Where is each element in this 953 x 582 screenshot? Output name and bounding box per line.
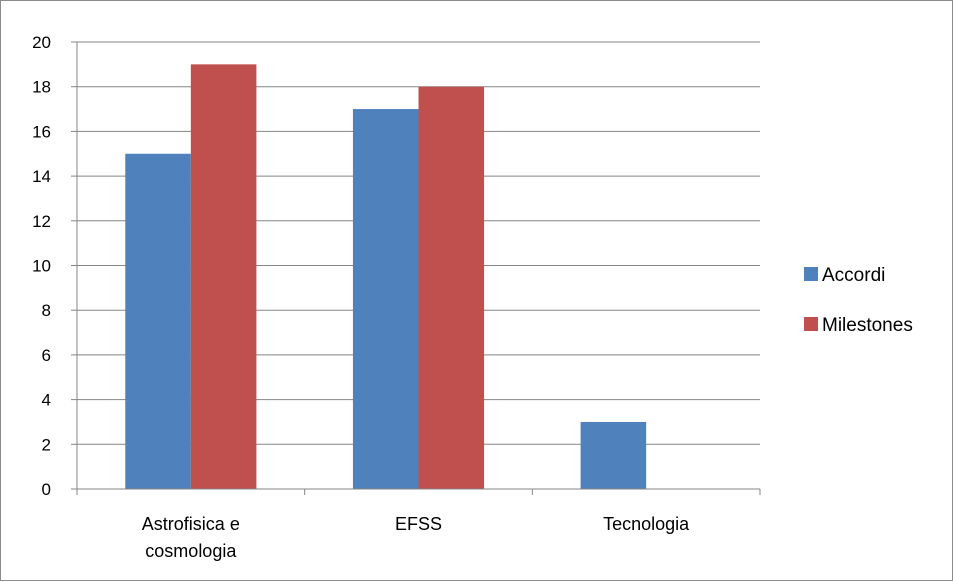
legend-swatch-accordi [804, 267, 818, 281]
x-tick-label: Tecnologia [603, 514, 690, 534]
x-tick-label: cosmologia [145, 541, 237, 561]
legend: Accordi Milestones [804, 265, 913, 336]
y-tick-label: 4 [42, 391, 51, 410]
y-tick-label: 14 [32, 167, 51, 186]
bar-milestones-2 [418, 86, 485, 489]
bar-accordi-3 [580, 421, 647, 489]
y-tick-label: 20 [32, 33, 51, 52]
bar-accordi-2 [352, 109, 419, 490]
bar-milestones-1 [190, 64, 257, 489]
x-tick-label: Astrofisica e [142, 514, 240, 534]
bar-accordi-1 [125, 153, 191, 489]
y-tick-label: 8 [42, 301, 51, 320]
y-tick-label: 2 [42, 435, 51, 454]
legend-label-accordi: Accordi [822, 265, 885, 286]
y-tick-label: 16 [32, 122, 51, 141]
legend-swatch-milestones [804, 317, 818, 331]
y-tick-label: 0 [42, 480, 51, 499]
legend-label-milestones: Milestones [822, 315, 913, 336]
axes [71, 41, 761, 495]
y-tick-label: 10 [32, 257, 51, 276]
x-tick-label: EFSS [395, 514, 442, 534]
y-tick-label: 18 [32, 78, 51, 97]
y-tick-label: 6 [42, 346, 51, 365]
x-tick-labels: Astrofisica e cosmologia EFSS Tecnologia [142, 514, 690, 561]
y-tick-labels: 0 2 4 6 8 10 12 14 16 18 20 [32, 33, 51, 499]
bars [125, 64, 647, 490]
y-tick-label: 12 [32, 212, 51, 231]
